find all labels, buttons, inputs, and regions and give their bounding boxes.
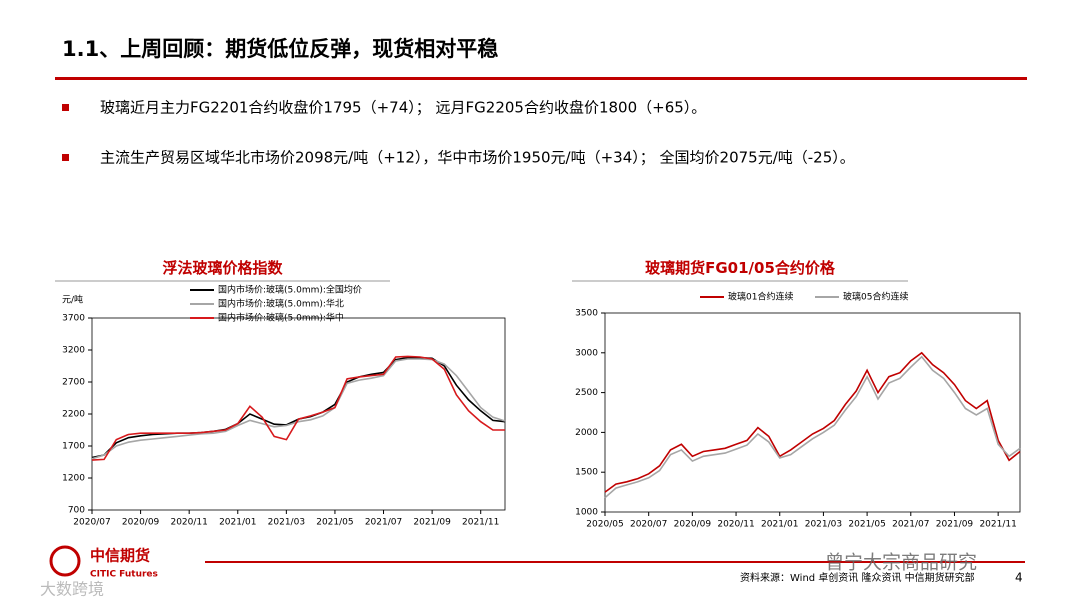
x-tick-label: 2020/11 xyxy=(717,520,754,530)
legend-label: 玻璃01合约连续 xyxy=(728,291,793,303)
y-tick-label: 1000 xyxy=(575,508,598,518)
series-line xyxy=(91,358,506,460)
y-tick-label: 3000 xyxy=(575,348,598,358)
x-tick-label: 2020/07 xyxy=(73,518,110,528)
series-line xyxy=(604,355,1021,499)
chart-title: 浮法玻璃价格指数 xyxy=(162,259,283,277)
plot-frame xyxy=(604,312,1021,513)
plot-frame xyxy=(91,317,506,511)
x-tick-label: 2021/07 xyxy=(892,520,929,530)
x-tick-label: 2021/03 xyxy=(805,520,842,530)
logo-cn: 中信期货 xyxy=(90,547,150,565)
watermark: 大数跨境 xyxy=(40,580,104,599)
x-tick-label: 2020/11 xyxy=(170,518,207,528)
slide-title: 1.1、上周回顾：期货低位反弹，现货相对平稳 xyxy=(62,37,498,61)
x-tick-label: 2020/09 xyxy=(674,520,712,530)
x-tick-label: 2021/01 xyxy=(761,520,798,530)
x-tick-label: 2021/11 xyxy=(462,518,499,528)
chart-title: 玻璃期货FG01/05合约价格 xyxy=(645,259,836,277)
series-line xyxy=(91,355,505,461)
series-line xyxy=(91,356,506,459)
y-tick-label: 3700 xyxy=(62,314,85,324)
y-tick-label: 1200 xyxy=(62,474,85,484)
bullet-icon xyxy=(62,104,69,111)
legend-label: 国内市场价:玻璃(5.0mm):华中 xyxy=(218,312,344,324)
series-line xyxy=(604,351,1021,493)
source: 资料来源：Wind 卓创资讯 隆众资讯 中信期货研究部 xyxy=(740,571,975,584)
x-tick-label: 2020/09 xyxy=(122,518,160,528)
footer-rule xyxy=(205,561,1025,563)
y-tick-label: 2200 xyxy=(62,410,85,420)
x-tick-label: 2021/05 xyxy=(848,520,885,530)
y-tick-label: 2700 xyxy=(62,378,85,388)
watermark: 曾宁大宗商品研究 xyxy=(825,552,977,574)
bullet-icon xyxy=(62,154,69,161)
title-rule xyxy=(55,77,1027,80)
x-tick-label: 2021/03 xyxy=(268,518,305,528)
x-tick-label: 2021/05 xyxy=(316,518,353,528)
bullet: 主流生产贸易区域华北市场价2098元/吨（+12），华中市场价1950元/吨（+… xyxy=(100,149,855,167)
logo-icon xyxy=(49,545,81,577)
y-tick-label: 2500 xyxy=(575,388,598,398)
y-tick-label: 2000 xyxy=(575,428,598,438)
x-tick-label: 2020/05 xyxy=(586,520,623,530)
y-axis-label: 元/吨 xyxy=(62,294,83,306)
x-tick-label: 2021/11 xyxy=(979,520,1016,530)
legend-label: 玻璃05合约连续 xyxy=(843,291,908,303)
y-tick-label: 700 xyxy=(68,506,85,516)
x-tick-label: 2021/07 xyxy=(365,518,402,528)
y-tick-label: 3500 xyxy=(575,309,598,319)
y-tick-label: 1700 xyxy=(62,442,85,452)
page-number: 4 xyxy=(1015,571,1023,585)
x-tick-label: 2021/09 xyxy=(936,520,974,530)
x-tick-label: 2021/09 xyxy=(413,518,451,528)
y-tick-label: 3200 xyxy=(62,346,85,356)
legend-label: 国内市场价:玻璃(5.0mm):全国均价 xyxy=(218,284,362,296)
x-tick-label: 2020/07 xyxy=(630,520,667,530)
legend-label: 国内市场价:玻璃(5.0mm):华北 xyxy=(218,298,344,310)
logo-en: CITIC Futures xyxy=(90,570,158,580)
x-tick-label: 2021/01 xyxy=(219,518,256,528)
bullet: 玻璃近月主力FG2201合约收盘价1795（+74）； 远月FG2205合约收盘… xyxy=(100,99,706,117)
y-tick-label: 1500 xyxy=(575,468,598,478)
